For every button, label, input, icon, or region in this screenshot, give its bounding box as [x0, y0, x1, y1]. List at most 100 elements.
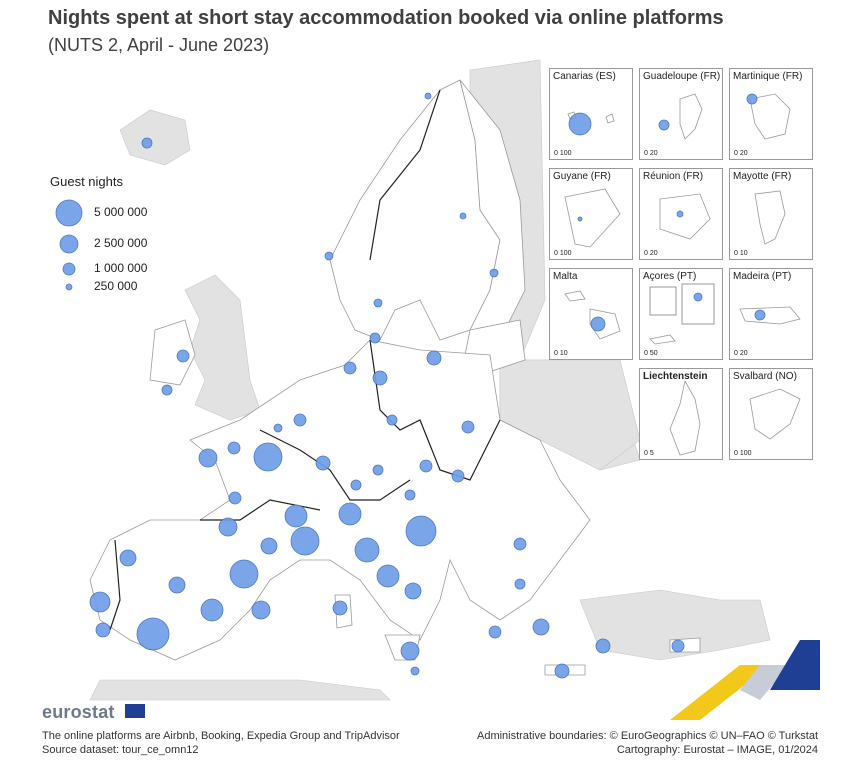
legend-label: 2 500 000: [94, 236, 148, 250]
inset-madeira: Madeira (PT) 0 20: [729, 268, 813, 360]
inset-label: Liechtenstein: [643, 371, 708, 382]
cartography-note: Cartography: Eurostat – IMAGE, 01/2024: [616, 744, 818, 756]
legend-title: Guest nights: [50, 174, 123, 189]
bubble[interactable]: [315, 455, 331, 471]
inset-label: Mayotte (FR): [733, 171, 792, 182]
map-title: Nights spent at short stay accommodation…: [48, 7, 724, 29]
legend-label: 1 000 000: [94, 261, 148, 275]
bubble[interactable]: [227, 441, 241, 455]
inset-label: Malta: [553, 271, 578, 282]
bubble[interactable]: [419, 459, 433, 473]
legend-bubble: [59, 234, 79, 254]
bubble[interactable]: [513, 537, 527, 551]
bubble[interactable]: [554, 663, 570, 679]
platforms-note: The online platforms are Airbnb, Booking…: [42, 730, 400, 742]
bubble[interactable]: [461, 420, 475, 434]
bubble[interactable]: [514, 578, 526, 590]
bubble[interactable]: [405, 515, 437, 547]
bubble[interactable]: [324, 251, 334, 261]
scale-bar: 0 10: [554, 350, 568, 357]
bubble[interactable]: [338, 502, 362, 526]
legend-label: 250 000: [94, 279, 138, 293]
legend-item: 1 000 000: [50, 259, 147, 289]
bubble[interactable]: [141, 137, 153, 149]
bubble[interactable]: [251, 600, 271, 620]
bubble[interactable]: [119, 549, 137, 567]
bubble[interactable]: [253, 442, 283, 472]
bubble[interactable]: [488, 625, 502, 639]
bubble[interactable]: [404, 489, 416, 501]
legend-bubble: [65, 283, 73, 291]
scale-bar: 0 10: [734, 250, 748, 257]
bubble[interactable]: [136, 617, 170, 651]
uk-area: [184, 274, 261, 421]
bubble[interactable]: [200, 598, 224, 622]
bubble[interactable]: [284, 504, 308, 528]
country-border: [369, 339, 501, 481]
legend-label: 5 000 000: [94, 205, 148, 219]
bubble[interactable]: [424, 92, 432, 100]
inset-label: Canarias (ES): [553, 71, 616, 82]
bubble[interactable]: [176, 349, 190, 363]
eu-flag-icon: [125, 704, 145, 718]
bubble-layer: [89, 92, 685, 679]
decor-grey: [740, 665, 790, 700]
bubble[interactable]: [451, 469, 465, 483]
inset-svalbard: Svalbard (NO) 0 100: [729, 368, 813, 460]
bubble[interactable]: [595, 638, 611, 654]
bubble[interactable]: [161, 384, 173, 396]
scale-bar: 0 100: [734, 450, 752, 457]
bubble[interactable]: [229, 559, 259, 589]
bubble[interactable]: [343, 361, 357, 375]
bubble[interactable]: [404, 582, 422, 600]
legend-item: 250 000: [50, 279, 137, 309]
source-note: Source dataset: tour_ce_omn12: [42, 744, 199, 756]
eurostat-logo: eurostat: [42, 702, 115, 722]
bubble[interactable]: [373, 298, 383, 308]
bubble[interactable]: [89, 591, 111, 613]
inset-reunion: Réunion (FR) 0 20: [639, 168, 723, 260]
bubble[interactable]: [459, 212, 467, 220]
bubble[interactable]: [426, 350, 442, 366]
bubble[interactable]: [332, 600, 348, 616]
inset-label: Guyane (FR): [553, 171, 611, 182]
scale-bar: 0 20: [644, 250, 658, 257]
scale-bar: 0 20: [734, 350, 748, 357]
north-africa-area: [89, 679, 391, 701]
bubble[interactable]: [350, 479, 362, 491]
bubble[interactable]: [168, 576, 186, 594]
bubble[interactable]: [260, 537, 278, 555]
legend-item: 5 000 000: [50, 198, 147, 228]
turkey-area: [579, 589, 771, 661]
bubble[interactable]: [489, 268, 499, 278]
bubble[interactable]: [400, 641, 420, 661]
inset-label: Açores (PT): [643, 271, 697, 282]
inset-acores: Açores (PT) 0 50: [639, 268, 723, 360]
scale-bar: 0 100: [554, 150, 572, 157]
bubble[interactable]: [228, 491, 242, 505]
bubble[interactable]: [95, 622, 111, 638]
bubble[interactable]: [386, 414, 398, 426]
iceland-area: [119, 109, 191, 166]
bubble[interactable]: [671, 639, 685, 653]
legend-bubble: [62, 262, 76, 276]
bubble[interactable]: [410, 666, 420, 676]
bubble[interactable]: [372, 370, 388, 386]
legend-item: 2 500 000: [50, 232, 147, 262]
bubble[interactable]: [376, 564, 400, 588]
legend-bubble: [55, 199, 83, 227]
bubble[interactable]: [198, 448, 218, 468]
inset-canarias: Canarias (ES) 0 100: [549, 68, 633, 160]
scale-bar: 0 50: [644, 350, 658, 357]
bubble[interactable]: [369, 332, 381, 344]
bubble[interactable]: [354, 537, 380, 563]
boundaries-note: Administrative boundaries: © EuroGeograp…: [476, 730, 818, 742]
bubble[interactable]: [532, 618, 550, 636]
ireland-land: [149, 319, 196, 386]
bubble[interactable]: [273, 423, 283, 433]
bubble[interactable]: [290, 526, 320, 556]
bubble[interactable]: [293, 413, 307, 427]
bubble[interactable]: [372, 464, 384, 476]
bubble[interactable]: [218, 517, 238, 537]
